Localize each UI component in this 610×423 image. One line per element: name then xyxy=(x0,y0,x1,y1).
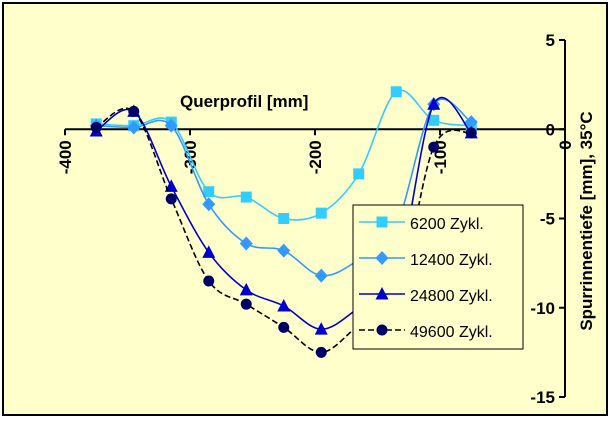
data-point xyxy=(203,275,215,287)
x-tick-label: 0 xyxy=(556,140,575,149)
data-point xyxy=(428,114,440,126)
legend-marker xyxy=(376,324,388,336)
data-point xyxy=(314,268,328,283)
legend-label: 24800 Zykl. xyxy=(410,288,493,305)
x-tick-label: -200 xyxy=(306,140,325,174)
y-axis-title: Spurrinnentiefe [mm], 35°C xyxy=(577,111,596,330)
legend-label: 49600 Zykl. xyxy=(410,324,493,341)
data-point xyxy=(315,207,327,219)
data-point xyxy=(278,213,290,224)
legend-item: 24800 Zykl. xyxy=(359,287,493,305)
legend-marker xyxy=(375,251,389,265)
data-point xyxy=(428,141,440,153)
data-point xyxy=(315,346,327,358)
data-point xyxy=(464,115,478,130)
data-point xyxy=(203,186,215,198)
series-line xyxy=(95,96,472,330)
data-point xyxy=(314,322,328,335)
y-tick-label: 5 xyxy=(546,31,555,50)
y-tick-label: -5 xyxy=(540,210,555,229)
data-point xyxy=(165,193,177,205)
data-point xyxy=(127,120,141,135)
data-point xyxy=(128,105,140,117)
data-point xyxy=(202,245,216,258)
legend-item: 12400 Zykl. xyxy=(359,251,493,269)
data-point xyxy=(202,197,216,212)
data-point xyxy=(278,321,290,333)
data-point xyxy=(277,243,291,258)
x-axis-title: Querprofil [mm] xyxy=(180,92,308,111)
legend-marker xyxy=(375,287,389,300)
legend: 6200 Zykl. 12400 Zykl. 24800 Zykl. 49600 Zy… xyxy=(352,204,524,350)
legend-item: 6200 Zykl. xyxy=(359,216,484,233)
data-point xyxy=(90,121,102,133)
data-point xyxy=(239,236,253,251)
y-tick-label: -10 xyxy=(530,299,555,318)
legend-item: 49600 Zykl. xyxy=(359,324,493,341)
legend-label: 6200 Zykl. xyxy=(410,216,484,233)
data-point xyxy=(277,298,291,312)
data-point xyxy=(240,191,252,203)
x-tick-label: -400 xyxy=(56,140,75,174)
data-point xyxy=(353,168,365,180)
data-point xyxy=(164,118,178,133)
data-point xyxy=(164,179,178,192)
data-point xyxy=(465,127,477,139)
y-tick-label: 0 xyxy=(546,120,555,139)
data-point xyxy=(240,298,252,310)
data-point xyxy=(239,282,253,296)
data-point xyxy=(427,97,441,110)
data-point xyxy=(390,86,402,98)
legend-marker xyxy=(376,216,388,228)
y-tick-label: -15 xyxy=(530,388,555,407)
legend-label: 12400 Zykl. xyxy=(410,252,493,269)
